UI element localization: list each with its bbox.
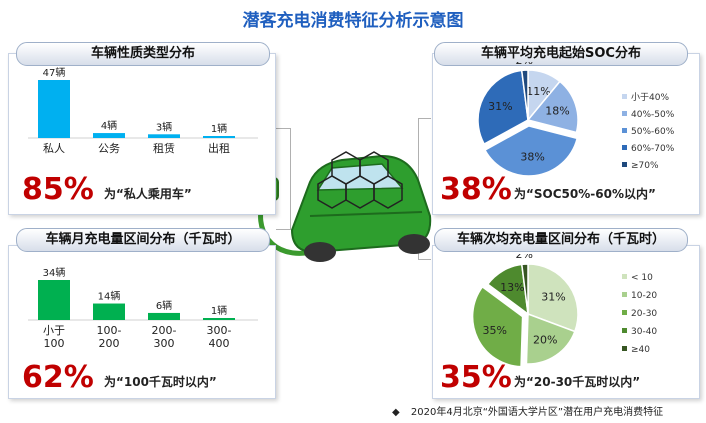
start-soc-pie-chart: 11% 18% 38% 31% 2% 小于40% 40%-50% 50%-60% 60%-70%… [477, 62, 675, 177]
slice-value-label: 2% [516, 62, 533, 67]
bar [148, 134, 180, 138]
bar [203, 136, 235, 138]
category-label: 小于 100 [43, 324, 65, 350]
bar-value-label: 34辆 [43, 266, 66, 279]
legend-swatch [622, 145, 627, 150]
pie-slice [520, 263, 529, 315]
legend-swatch [622, 310, 627, 315]
legend-label: 30-40 [631, 327, 657, 337]
pie-slice [527, 263, 579, 333]
legend-swatch [622, 274, 627, 279]
slice-value-label: 35% [482, 324, 506, 337]
highlight-percent: 85% [22, 172, 94, 207]
slice-value-label: 18% [545, 104, 569, 117]
panel-start-soc [432, 53, 700, 215]
highlight-description: 为“SOC50%-60%以内” [514, 187, 656, 201]
legend-label: 10-20 [631, 291, 657, 301]
legend-swatch [622, 162, 627, 167]
slice-value-label: 13% [500, 281, 524, 294]
panel-title: 车辆性质类型分布 [16, 42, 270, 66]
highlight-description: 为“100千瓦时以内” [104, 375, 217, 389]
bar-value-label: 14辆 [98, 290, 121, 303]
connector-line [276, 128, 291, 230]
bar-value-label: 3辆 [156, 120, 172, 133]
highlight-percent: 62% [22, 360, 94, 395]
pie-slice [477, 69, 529, 146]
legend-swatch [622, 328, 627, 333]
category-label: 出租 [208, 141, 230, 155]
car-wheel [304, 242, 336, 262]
highlight-description: 为“20-30千瓦时以内” [514, 375, 641, 389]
legend-label: 40%-50% [631, 110, 675, 120]
highlight-percent: 35% [440, 360, 512, 395]
car-wheel [398, 234, 430, 254]
panel-title: 车辆月充电量区间分布（千瓦时） [16, 228, 270, 252]
bar [38, 280, 70, 320]
legend-label: < 10 [631, 273, 653, 283]
ev-car-illustration [238, 151, 432, 262]
legend-label: 50%-60% [631, 127, 675, 137]
bar [93, 303, 125, 320]
pie-slice [471, 285, 524, 366]
legend-label: ≥40 [631, 345, 650, 355]
bar-value-label: 1辆 [211, 122, 227, 135]
panel-title: 车辆次均充电量区间分布（千瓦时） [434, 228, 688, 252]
slice-value-label: 2% [516, 254, 533, 261]
slice-value-label: 20% [533, 334, 557, 347]
category-label: 100-200 [97, 324, 122, 350]
legend-swatch [622, 346, 627, 351]
category-label: 公务 [98, 142, 120, 155]
slice-value-label: 31% [541, 290, 565, 303]
legend-label: ≥70% [631, 161, 659, 171]
category-label: 300-400 [207, 324, 232, 350]
legend-swatch [622, 94, 627, 99]
legend-swatch [622, 292, 627, 297]
bar [93, 133, 125, 138]
bar-value-label: 47辆 [43, 66, 66, 79]
bar-value-label: 4辆 [101, 119, 117, 132]
slice-value-label: 38% [520, 151, 544, 164]
pie-slice [520, 69, 529, 121]
bar [38, 80, 70, 138]
legend-swatch [622, 111, 627, 116]
slice-value-label: 11% [526, 85, 550, 98]
pie-slice [526, 80, 579, 134]
category-label: 租赁 [153, 141, 175, 155]
category-label: 200-300 [152, 324, 177, 350]
bar [148, 312, 180, 320]
footer-bullet: ◆ [392, 407, 400, 418]
panel-title: 车辆平均充电起始SOC分布 [434, 42, 688, 66]
legend-swatch [622, 128, 627, 133]
legend-label: 小于40% [631, 92, 669, 103]
category-label: 私人 [43, 142, 65, 155]
per-charge-pie-chart: 31% 20% 35% 13% 2% < 10 10-20 20-30 30-40 ≥40 [471, 254, 657, 366]
footer-text: 2020年4月北京“外国语大学片区”潜在用户充电消费特征 [410, 407, 664, 418]
highlight-description: 为“私人乘用车” [104, 187, 192, 201]
bar-value-label: 1辆 [211, 304, 227, 317]
legend-label: 60%-70% [631, 144, 675, 154]
highlight-percent: 38% [440, 172, 512, 207]
bar-value-label: 6辆 [156, 299, 172, 312]
pie-slice [525, 312, 576, 365]
hexagon-pattern [317, 151, 403, 209]
slice-value-label: 31% [488, 100, 512, 113]
pie-slice [483, 125, 579, 177]
footer-note: ◆ 2020年4月北京“外国语大学片区”潜在用户充电消费特征 [392, 403, 663, 418]
bar [203, 318, 235, 320]
page-title: 潜客充电消费特征分析示意图 [242, 11, 464, 31]
legend-label: 20-30 [631, 309, 657, 319]
